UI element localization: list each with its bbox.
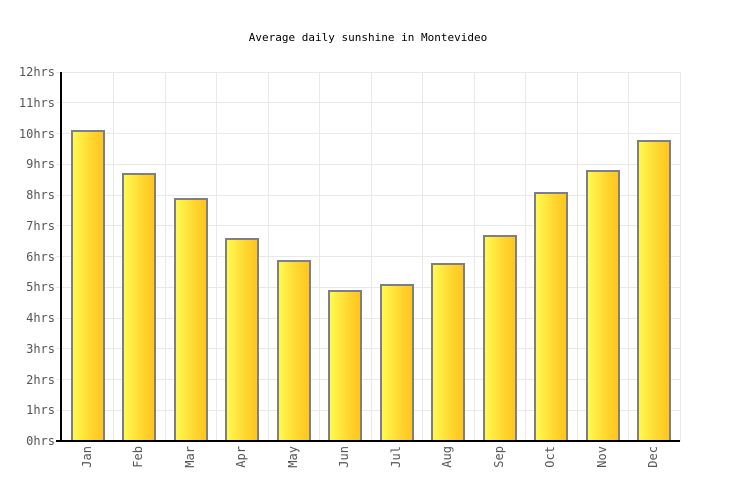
v-gridline-7 (422, 72, 423, 441)
y-axis-label-10: 10hrs (18, 126, 55, 141)
y-axis-label-5: 5hrs (26, 280, 55, 295)
v-gridline-12 (679, 72, 681, 441)
x-axis (56, 440, 680, 442)
y-axis-label-1: 1hrs (26, 403, 55, 418)
x-axis-label-apr: Apr (234, 446, 249, 468)
bar-mar (174, 198, 208, 441)
x-axis-label-feb: Feb (131, 446, 146, 468)
y-tick-4 (56, 317, 62, 319)
v-gridline-4 (267, 72, 269, 441)
bar-dec (637, 140, 671, 441)
bar-jun (328, 290, 362, 441)
x-axis-label-may: May (285, 446, 300, 468)
x-axis-label-dec: Dec (646, 446, 661, 468)
v-gridline-1 (113, 72, 114, 441)
v-gridline-10 (576, 72, 578, 441)
bar-feb (122, 173, 156, 441)
y-axis-label-11: 11hrs (18, 95, 55, 110)
bar-jul (380, 284, 414, 441)
y-axis-label-9: 9hrs (26, 157, 55, 172)
y-axis-label-6: 6hrs (26, 249, 55, 264)
v-gridline-6 (370, 72, 372, 441)
x-axis-label-sep: Sep (491, 446, 506, 468)
y-axis-label-2: 2hrs (26, 372, 55, 387)
bar-jan (71, 130, 105, 441)
bar-oct (534, 192, 568, 441)
v-gridline-2 (164, 72, 166, 441)
v-gridline-5 (319, 72, 320, 441)
y-axis-label-12: 12hrs (18, 65, 55, 79)
x-axis-label-aug: Aug (440, 446, 455, 468)
y-tick-10 (56, 133, 62, 134)
x-axis-label-mar: Mar (182, 446, 197, 468)
bar-nov (586, 170, 620, 441)
x-axis-label-jan: Jan (79, 446, 94, 468)
x-axis-label-jun: Jun (337, 446, 352, 468)
y-tick-1 (56, 409, 62, 411)
y-tick-7 (56, 225, 62, 227)
bar-apr (225, 238, 259, 441)
x-axis-label-jul: Jul (388, 446, 403, 468)
y-tick-9 (56, 163, 62, 165)
y-tick-5 (56, 286, 62, 288)
bar-sep (483, 235, 517, 441)
bar-aug (431, 263, 465, 441)
y-tick-11 (56, 102, 62, 104)
v-gridline-9 (525, 72, 526, 441)
y-tick-6 (56, 256, 62, 257)
y-axis (60, 72, 62, 442)
y-axis-label-3: 3hrs (26, 341, 55, 356)
y-axis-label-7: 7hrs (26, 218, 55, 233)
v-gridline-8 (473, 72, 475, 441)
y-tick-3 (56, 348, 62, 350)
bar-may (277, 260, 311, 441)
y-tick-8 (56, 194, 62, 196)
chart-title: Average daily sunshine in Montevideo (248, 31, 488, 44)
v-gridline-3 (216, 72, 217, 441)
y-axis-label-4: 4hrs (26, 311, 55, 325)
y-axis-label-8: 8hrs (26, 188, 55, 202)
y-tick-2 (56, 379, 62, 380)
y-tick-12 (56, 71, 62, 73)
x-axis-label-nov: Nov (594, 446, 609, 468)
x-axis-label-oct: Oct (543, 446, 558, 468)
v-gridline-11 (628, 72, 629, 441)
y-axis-label-0: 0hrs (26, 434, 55, 448)
